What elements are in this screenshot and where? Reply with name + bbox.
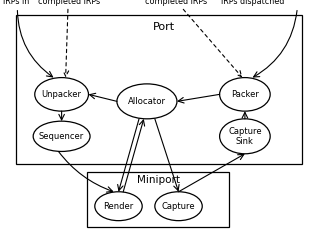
Text: Port: Port [153, 22, 175, 32]
Ellipse shape [117, 84, 177, 119]
Text: completed IRPs: completed IRPs [38, 0, 100, 6]
Text: IRPs dispatched: IRPs dispatched [221, 0, 285, 6]
Ellipse shape [35, 78, 88, 111]
Ellipse shape [155, 192, 202, 221]
Text: Packer: Packer [231, 90, 259, 99]
Text: completed IRPs: completed IRPs [145, 0, 208, 6]
Text: Render: Render [103, 202, 134, 211]
Ellipse shape [220, 119, 270, 154]
Text: Miniport: Miniport [137, 175, 179, 185]
Ellipse shape [95, 192, 142, 221]
Text: IRPs in: IRPs in [3, 0, 29, 6]
Ellipse shape [33, 121, 90, 151]
Ellipse shape [220, 78, 270, 111]
Text: Allocator: Allocator [128, 97, 166, 106]
Text: Capture
Sink: Capture Sink [228, 127, 262, 146]
Text: Capture: Capture [162, 202, 195, 211]
Polygon shape [87, 172, 229, 227]
Text: Sequencer: Sequencer [39, 132, 84, 141]
Text: Unpacker: Unpacker [42, 90, 82, 99]
Polygon shape [16, 15, 302, 164]
